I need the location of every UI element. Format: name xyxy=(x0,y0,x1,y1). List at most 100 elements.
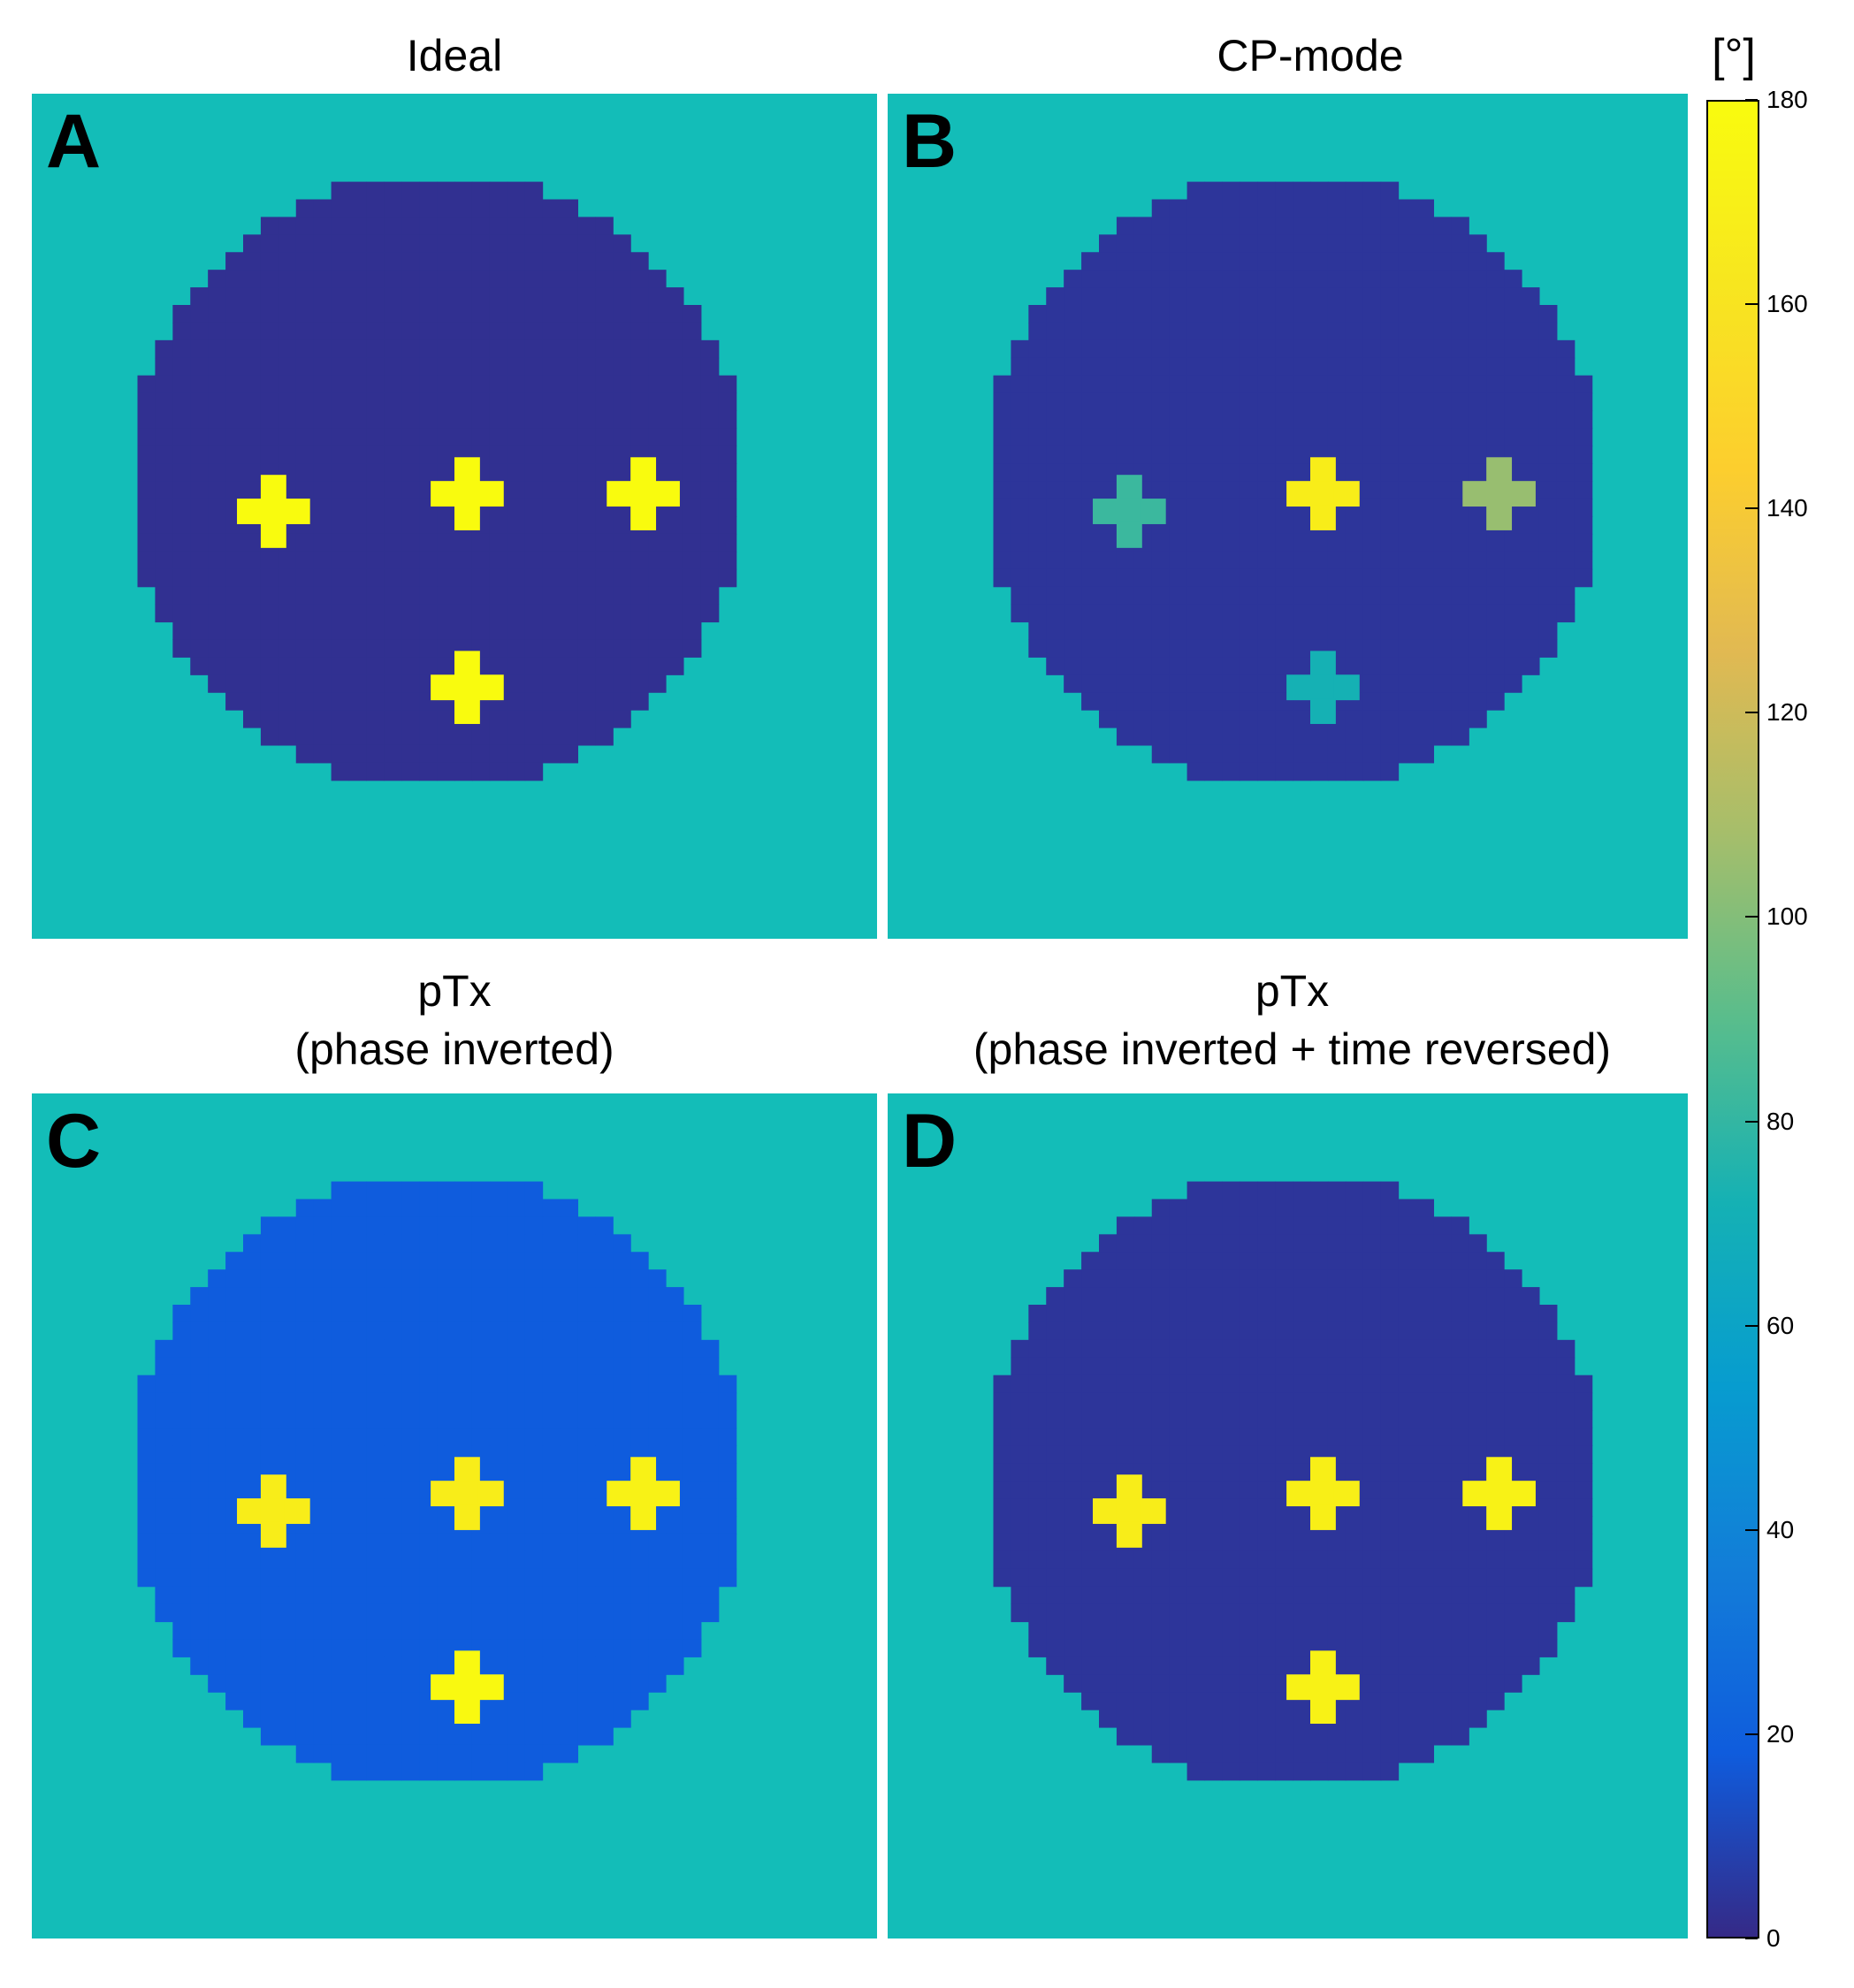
disk-cell xyxy=(366,1516,385,1535)
disk-cell xyxy=(507,181,526,201)
disk-cell xyxy=(243,692,262,711)
disk-cell xyxy=(595,1639,614,1657)
disk-cell xyxy=(524,1445,544,1464)
disk-cell xyxy=(1064,270,1082,288)
disk-cell xyxy=(700,1357,720,1376)
disk-cell xyxy=(384,1498,402,1517)
disk-cell xyxy=(1186,1287,1206,1306)
disk-cell xyxy=(1064,1674,1082,1693)
disk-cell xyxy=(137,1533,156,1552)
disk-cell xyxy=(1116,339,1135,359)
disk-cell xyxy=(630,305,649,324)
disk-cell xyxy=(1451,568,1469,588)
disk-cell xyxy=(683,516,702,535)
disk-cell xyxy=(1486,1657,1505,1675)
disk-cell xyxy=(1046,1639,1064,1657)
disk-cell xyxy=(630,357,649,377)
disk-cell xyxy=(225,1692,244,1710)
disk-cell xyxy=(507,1269,526,1288)
disk-cell xyxy=(1574,1516,1593,1535)
disk-cell xyxy=(1151,234,1171,253)
disk-cell xyxy=(1504,1639,1522,1657)
disk-cell xyxy=(1028,1533,1047,1552)
disk-cell xyxy=(1240,1269,1258,1288)
disk-cell xyxy=(401,1744,420,1763)
disk-cell xyxy=(1574,428,1593,446)
disk-cell xyxy=(648,1410,667,1429)
disk-cell xyxy=(278,339,297,359)
disk-cell xyxy=(489,1639,508,1657)
disk-cell xyxy=(1204,1692,1224,1710)
disk-cell xyxy=(1204,1305,1224,1323)
disk-cell xyxy=(489,533,508,552)
panel-d: D xyxy=(888,1093,1688,1938)
disk-cell xyxy=(524,1516,544,1535)
disk-cell xyxy=(419,1639,438,1657)
disk-cell xyxy=(1398,375,1417,394)
disk-cell xyxy=(542,1305,561,1323)
disk-cell xyxy=(1380,1234,1400,1253)
disk-cell xyxy=(1151,1586,1171,1605)
disk-cell xyxy=(1081,1586,1100,1605)
disk-cell xyxy=(454,339,473,359)
disk-cell xyxy=(577,1322,596,1341)
disk-cell xyxy=(1240,744,1258,764)
disk-cell xyxy=(1046,375,1064,394)
disk-cell xyxy=(278,1674,297,1693)
disk-cell xyxy=(507,744,526,764)
disk-cell xyxy=(1240,568,1258,588)
disk-cell xyxy=(1169,1357,1188,1376)
disk-cell xyxy=(666,446,684,464)
disk-cell xyxy=(1469,1287,1487,1306)
disk-cell xyxy=(419,1445,438,1464)
disk-cell xyxy=(366,516,385,535)
disk-cell xyxy=(577,1357,596,1376)
disk-cell xyxy=(1064,674,1082,693)
disk-cell xyxy=(208,1357,226,1376)
disk-cell xyxy=(1469,1568,1487,1588)
disk-cell xyxy=(1240,1533,1258,1552)
disk-cell xyxy=(454,1568,473,1588)
disk-cell xyxy=(1362,1445,1382,1464)
disk-cell xyxy=(577,604,596,623)
disk-cell xyxy=(1011,446,1029,464)
disk-cell xyxy=(1275,1428,1293,1446)
disk-cell xyxy=(437,1445,455,1464)
disk-cell xyxy=(331,1252,350,1270)
disk-cell xyxy=(419,1621,438,1641)
disk-cell xyxy=(155,446,173,464)
spot xyxy=(431,1650,504,1725)
disk-cell xyxy=(1257,1639,1276,1657)
disk-cell xyxy=(1538,533,1558,552)
disk-cell xyxy=(613,1234,631,1253)
disk-cell xyxy=(1186,499,1206,517)
disk-cell xyxy=(366,1216,385,1235)
disk-cell xyxy=(1275,252,1293,270)
disk-cell xyxy=(1204,1621,1224,1641)
disk-cell xyxy=(1293,1533,1311,1552)
disk-cell xyxy=(225,1269,244,1288)
spot xyxy=(1286,457,1360,530)
disk-cell xyxy=(1028,1445,1047,1464)
disk-cell xyxy=(577,1481,596,1499)
disk-cell xyxy=(1415,1428,1435,1446)
disk-cell xyxy=(1186,586,1206,606)
disk-cell xyxy=(295,1392,315,1412)
disk-cell xyxy=(1469,392,1487,412)
disk-cell xyxy=(993,1392,1012,1412)
disk-cell xyxy=(648,1621,667,1641)
disk-cell xyxy=(1398,410,1417,430)
disk-cell xyxy=(1327,322,1347,341)
colorbar-tick xyxy=(1745,1938,1758,1939)
disk-cell xyxy=(401,1357,420,1376)
disk-cell xyxy=(1451,586,1469,606)
disk-cell xyxy=(401,639,420,658)
disk-cell xyxy=(683,322,702,341)
disk-cell xyxy=(260,1392,279,1412)
disk-cell xyxy=(1204,428,1224,446)
disk-cell xyxy=(313,234,332,253)
disk-cell xyxy=(1504,1305,1522,1323)
disk-cell xyxy=(1151,1639,1171,1657)
disk-cell xyxy=(1099,1533,1118,1552)
disk-cell xyxy=(313,727,332,746)
